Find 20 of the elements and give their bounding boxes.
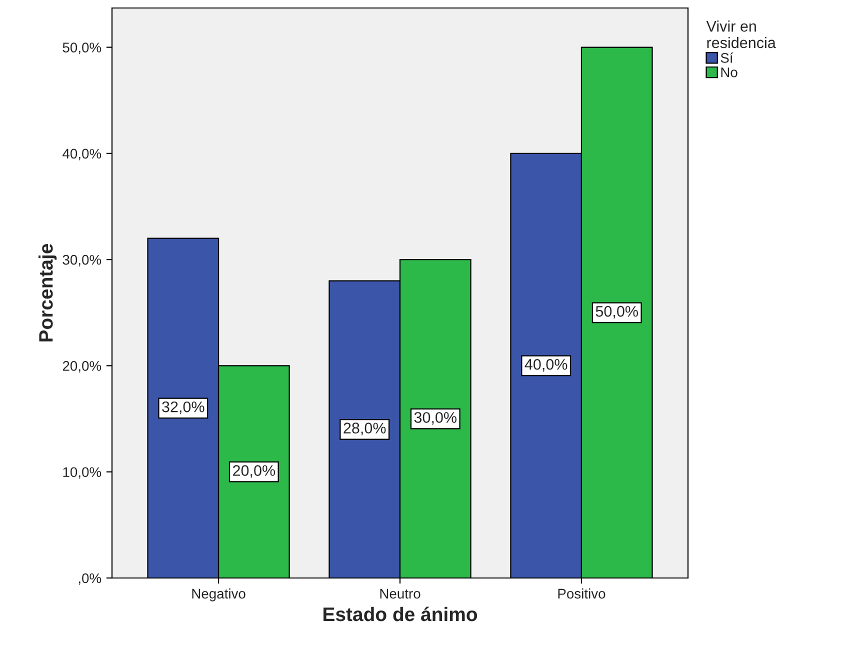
y-tick-label: ,0% (78, 573, 102, 585)
data-label: 32,0% (162, 401, 204, 414)
y-tick-label: 40,0% (62, 148, 102, 160)
y-tick-label: 10,0% (63, 467, 102, 479)
data-label: 30,0% (414, 412, 457, 425)
y-tick-label: 30,0% (62, 254, 102, 266)
x-tick-label: Negativo (192, 588, 246, 602)
data-label: 28,0% (344, 422, 386, 436)
legend-label: No (721, 68, 738, 78)
data-label: 50,0% (596, 306, 638, 319)
x-tick-label: Positivo (558, 588, 606, 599)
y-axis-title: Porcentaje (38, 244, 57, 342)
y-tick-label: 20,0% (62, 361, 102, 373)
x-axis-title: Estado de ánimo (324, 606, 478, 622)
y-tick-label: 50,0% (62, 42, 102, 54)
legend-title: Vivir en residencia (706, 20, 776, 48)
x-tick-label: Neutro (380, 588, 420, 599)
data-label: 40,0% (524, 358, 568, 372)
legend-label: Sí (720, 52, 734, 63)
data-label: 20,0% (233, 465, 276, 478)
